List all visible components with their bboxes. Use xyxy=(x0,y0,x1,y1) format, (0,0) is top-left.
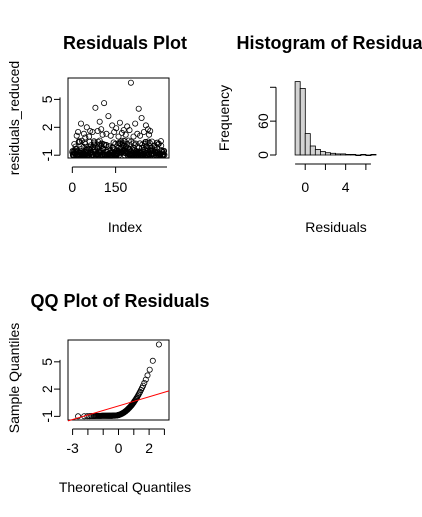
histogram-bar xyxy=(341,154,346,155)
qq-point xyxy=(147,367,152,372)
y-tick-label: 2 xyxy=(39,385,55,393)
histogram-bar xyxy=(366,155,371,156)
histogram-bar xyxy=(320,152,325,155)
residuals-plot-panel: Residuals Plot 0 150 -1 2 5 Index residuals… xyxy=(6,33,187,235)
histogram-bar xyxy=(315,149,320,155)
residual-point xyxy=(108,133,113,138)
y-tick-label: 5 xyxy=(39,95,55,103)
histogram-bar xyxy=(356,155,361,156)
residual-point xyxy=(87,134,92,139)
histogram-bar xyxy=(371,154,376,155)
histogram-bar xyxy=(300,88,305,155)
qq-point xyxy=(150,358,155,363)
x-tick-label: 150 xyxy=(104,179,128,195)
residual-point xyxy=(116,134,121,139)
qq-plot-ylabel: Sample Quantiles xyxy=(6,323,22,434)
histogram-bar xyxy=(336,154,341,155)
histogram-bar xyxy=(331,153,336,155)
histogram-bar xyxy=(310,146,315,155)
residuals-plot-points xyxy=(70,80,167,158)
qq-plot-box xyxy=(68,340,169,420)
qq-plot-title: QQ Plot of Residuals xyxy=(30,291,209,311)
residual-point xyxy=(93,105,98,110)
histogram-bar xyxy=(361,154,366,155)
qq-plot-panel: QQ Plot of Residuals -3 0 2 -1 2 5 Theoretic… xyxy=(6,291,210,495)
residual-point xyxy=(131,134,136,139)
histogram-bar xyxy=(305,134,310,155)
x-tick-label: 2 xyxy=(145,440,153,456)
y-tick-label: 5 xyxy=(39,358,55,366)
qq-point xyxy=(156,342,161,347)
residuals-plot-xlabel: Index xyxy=(108,219,142,235)
histogram-xlabel: Residuals xyxy=(305,219,366,235)
qq-plot-xlabel: Theoretical Quantiles xyxy=(59,479,191,495)
residual-point xyxy=(136,106,141,111)
x-tick-label: 0 xyxy=(68,179,76,195)
residuals-plot-title: Residuals Plot xyxy=(63,33,187,53)
qq-plot-x-axis: -3 0 2 xyxy=(66,429,164,456)
residual-point xyxy=(117,120,122,125)
histogram-ylabel: Frequency xyxy=(216,85,232,151)
x-tick-label: 4 xyxy=(342,179,350,195)
residual-point xyxy=(133,121,138,126)
y-tick-label: 2 xyxy=(39,123,55,131)
residual-point xyxy=(102,101,107,106)
y-tick-label: -1 xyxy=(39,149,55,162)
histogram-title: Histogram of Residuals xyxy=(236,33,422,53)
residuals-plot-ylabel: residuals_reduced xyxy=(6,61,22,175)
histogram-y-axis: 0 60 xyxy=(255,87,276,159)
qq-plot-points xyxy=(76,342,162,419)
residuals-plot-x-axis: 0 150 xyxy=(68,167,167,195)
x-tick-label: 0 xyxy=(115,440,123,456)
residual-point xyxy=(106,114,111,119)
y-tick-label: 60 xyxy=(255,113,271,129)
histogram-bars xyxy=(295,82,376,156)
x-tick-label: -3 xyxy=(66,440,79,456)
histogram-bar xyxy=(295,82,300,155)
residual-point xyxy=(78,121,83,126)
histogram-bar xyxy=(346,154,351,155)
residual-point xyxy=(139,115,144,120)
histogram-bar xyxy=(325,153,330,155)
y-tick-label: -1 xyxy=(39,410,55,423)
residuals-plot-y-axis: -1 2 5 xyxy=(39,95,60,161)
y-tick-label: 0 xyxy=(255,151,271,159)
qq-plot-y-axis: -1 2 5 xyxy=(39,358,60,423)
residual-point xyxy=(100,132,105,137)
histogram-bar xyxy=(351,154,356,155)
x-tick-label: 0 xyxy=(301,179,309,195)
residual-point xyxy=(147,132,152,137)
residual-point xyxy=(97,119,102,124)
residual-point xyxy=(128,80,133,85)
